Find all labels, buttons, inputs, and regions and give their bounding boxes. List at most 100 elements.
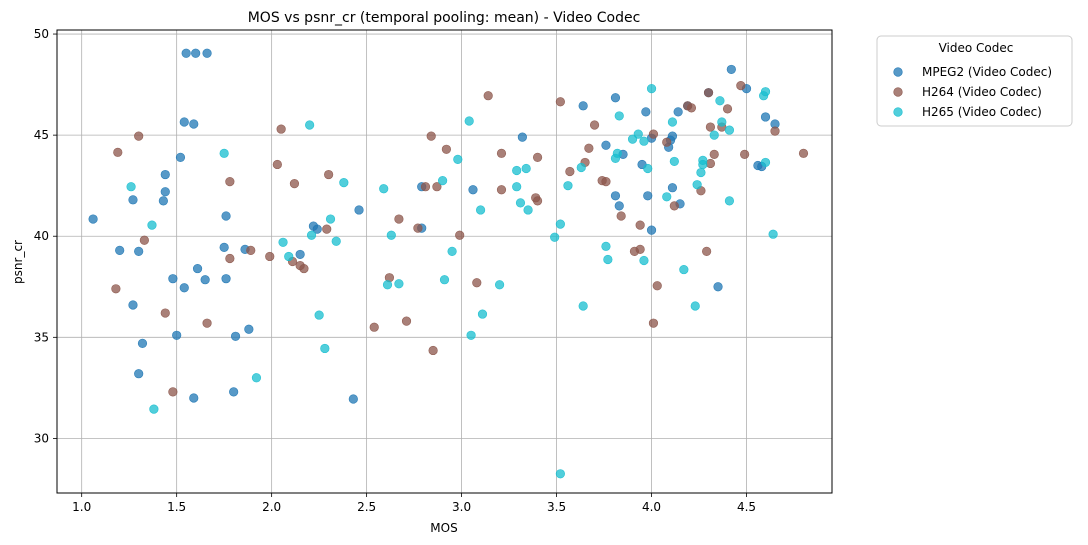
data-point bbox=[717, 117, 727, 127]
data-point bbox=[137, 338, 148, 348]
data-point bbox=[736, 81, 746, 91]
legend-box bbox=[876, 35, 1073, 127]
legend-title: Video Codec bbox=[939, 41, 1014, 55]
data-point bbox=[251, 373, 262, 383]
x-tick-label: 4.0 bbox=[642, 500, 661, 514]
data-point bbox=[466, 330, 476, 340]
data-point bbox=[200, 275, 210, 285]
data-point bbox=[439, 275, 450, 285]
data-point bbox=[134, 246, 144, 256]
data-point bbox=[386, 230, 396, 240]
data-point bbox=[639, 136, 649, 146]
data-point bbox=[612, 148, 622, 158]
data-point bbox=[149, 404, 159, 414]
data-point bbox=[515, 198, 526, 208]
data-point bbox=[496, 185, 507, 195]
data-point bbox=[584, 143, 594, 153]
data-point bbox=[517, 132, 527, 142]
data-point bbox=[278, 237, 288, 247]
data-point bbox=[314, 310, 324, 320]
legend-label: H265 (Video Codec) bbox=[922, 105, 1042, 119]
data-point bbox=[354, 205, 364, 215]
data-point bbox=[521, 163, 531, 174]
data-point bbox=[320, 343, 330, 354]
data-point bbox=[532, 196, 543, 206]
data-point bbox=[696, 167, 706, 178]
x-axis-ticks: 1.0 1.5 2.0 2.5 3.0 3.5 4.0 4.5 bbox=[72, 493, 756, 514]
x-tick-label: 2.5 bbox=[357, 500, 376, 514]
data-point bbox=[225, 177, 235, 187]
data-point bbox=[760, 157, 771, 168]
data-point bbox=[709, 130, 719, 140]
data-point bbox=[189, 119, 199, 129]
data-point bbox=[662, 137, 672, 147]
data-point bbox=[115, 245, 125, 255]
data-point bbox=[441, 144, 451, 154]
data-point bbox=[798, 148, 809, 158]
data-point bbox=[289, 179, 300, 189]
x-tick-label: 1.5 bbox=[167, 500, 186, 514]
data-point bbox=[324, 169, 334, 180]
data-point bbox=[265, 251, 275, 262]
data-point bbox=[565, 166, 575, 177]
data-point bbox=[646, 225, 657, 235]
data-point bbox=[669, 201, 679, 211]
data-point bbox=[192, 263, 203, 274]
data-point bbox=[168, 387, 178, 397]
data-point bbox=[126, 182, 136, 192]
data-point bbox=[276, 124, 286, 134]
data-point bbox=[532, 152, 543, 162]
data-point bbox=[652, 281, 662, 291]
data-point bbox=[160, 187, 170, 197]
data-point bbox=[160, 308, 170, 318]
data-point bbox=[428, 345, 438, 356]
data-point bbox=[555, 97, 565, 107]
data-point bbox=[202, 48, 212, 58]
data-point bbox=[589, 120, 600, 130]
data-point bbox=[702, 246, 712, 256]
data-point bbox=[191, 48, 201, 58]
legend-label: H264 (Video Codec) bbox=[922, 85, 1042, 99]
chart-title: MOS vs psnr_cr (temporal pooling: mean) … bbox=[248, 10, 641, 26]
data-point bbox=[179, 117, 189, 127]
data-point bbox=[662, 192, 672, 202]
data-point bbox=[339, 178, 349, 188]
data-point bbox=[128, 195, 138, 205]
data-point bbox=[610, 93, 621, 103]
legend-marker bbox=[893, 87, 903, 97]
data-point bbox=[88, 214, 98, 224]
data-point bbox=[325, 214, 336, 224]
data-point bbox=[475, 205, 486, 215]
data-point bbox=[698, 159, 708, 170]
x-tick-label: 3.0 bbox=[452, 500, 471, 514]
y-tick-label: 35 bbox=[34, 330, 49, 344]
data-point bbox=[690, 301, 700, 311]
data-point bbox=[468, 185, 478, 195]
data-point bbox=[230, 331, 241, 341]
data-point bbox=[244, 324, 254, 334]
data-point bbox=[709, 149, 719, 159]
data-point bbox=[284, 251, 294, 262]
data-point bbox=[715, 96, 725, 106]
data-point bbox=[601, 241, 611, 251]
data-point bbox=[369, 322, 379, 332]
data-point bbox=[603, 254, 613, 265]
legend: Video Codec MPEG2 (Video Codec) H264 (Vid… bbox=[876, 35, 1073, 127]
data-point bbox=[322, 224, 332, 234]
data-point bbox=[147, 220, 157, 230]
data-point bbox=[648, 129, 659, 139]
x-tick-label: 1.0 bbox=[72, 500, 91, 514]
data-point bbox=[225, 253, 235, 264]
data-point bbox=[523, 205, 533, 215]
data-point bbox=[464, 116, 474, 126]
data-point bbox=[246, 245, 256, 255]
data-points bbox=[88, 48, 809, 479]
data-point bbox=[175, 152, 186, 162]
data-point bbox=[128, 300, 138, 310]
x-tick-label: 3.5 bbox=[547, 500, 566, 514]
data-point bbox=[179, 283, 189, 293]
data-point bbox=[221, 211, 231, 221]
data-point bbox=[219, 148, 229, 158]
legend-label: MPEG2 (Video Codec) bbox=[922, 65, 1052, 79]
data-point bbox=[667, 131, 678, 141]
